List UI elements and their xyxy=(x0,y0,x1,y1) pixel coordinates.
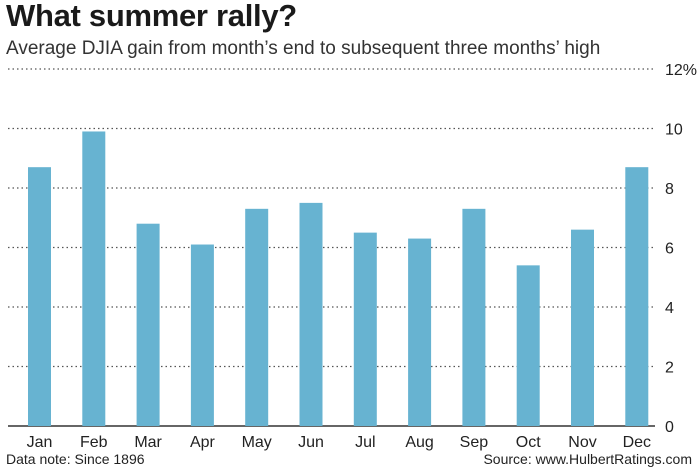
bar-nov xyxy=(571,229,594,426)
bar-apr xyxy=(190,244,214,426)
x-tick-label: Jul xyxy=(355,434,375,451)
y-tick-label: 10 xyxy=(665,122,683,139)
bar-aug xyxy=(408,238,432,426)
bars xyxy=(28,131,649,427)
x-tick-label: May xyxy=(242,434,272,451)
bar-mar xyxy=(136,223,160,426)
bar-may xyxy=(245,208,269,426)
bar-feb xyxy=(82,131,106,426)
x-tick-label: Jun xyxy=(298,434,324,451)
y-tick-label: 8 xyxy=(665,181,674,198)
x-tick-label: Jan xyxy=(27,434,53,451)
bar-jul xyxy=(353,232,377,426)
x-axis-categories: Jan Feb Mar Apr May Jun Jul Aug Sep Oct Nov Dec xyxy=(27,434,651,451)
bar-jan xyxy=(28,167,51,427)
y-tick-label: 6 xyxy=(665,241,674,258)
x-tick-label: Apr xyxy=(190,434,216,451)
x-tick-label: Oct xyxy=(516,434,541,451)
bar-sep xyxy=(462,208,486,426)
y-tick-label: 4 xyxy=(665,300,674,317)
chart-subtitle: Average DJIA gain from month’s end to su… xyxy=(6,38,601,59)
x-tick-label: Nov xyxy=(568,434,596,451)
y-tick-label: 12% xyxy=(665,62,697,79)
x-tick-label: Dec xyxy=(623,434,651,451)
gridlines xyxy=(8,68,655,427)
chart-title: What summer rally? xyxy=(6,0,297,33)
y-tick-label: 0 xyxy=(665,419,674,436)
bar-oct xyxy=(516,265,540,426)
x-tick-label: Aug xyxy=(405,434,433,451)
source-note: Source: www.HulbertRatings.com xyxy=(483,451,692,467)
x-tick-label: Mar xyxy=(134,434,162,451)
x-tick-label: Sep xyxy=(460,434,489,451)
bar-jun xyxy=(299,202,323,426)
x-tick-label: Feb xyxy=(80,434,108,451)
y-axis-ticks: 0 2 4 6 8 10 12% xyxy=(665,62,697,436)
data-note: Data note: Since 1896 xyxy=(6,451,145,467)
y-tick-label: 2 xyxy=(665,360,674,377)
bar-dec xyxy=(625,167,649,427)
